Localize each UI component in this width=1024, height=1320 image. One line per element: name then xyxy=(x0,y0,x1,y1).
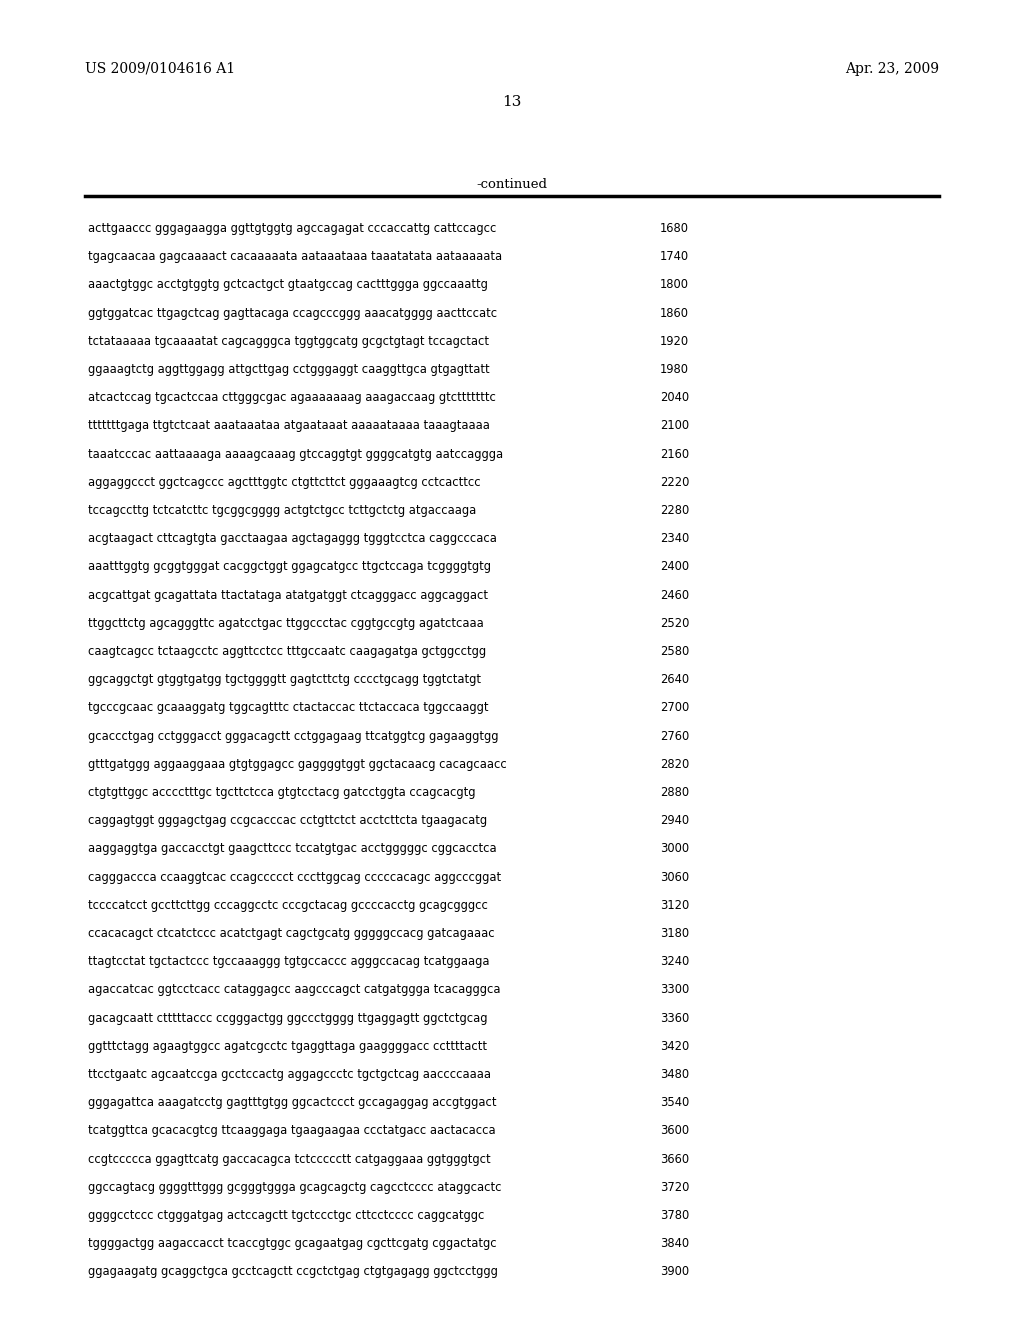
Text: aggaggccct ggctcagccc agctttggtc ctgttcttct gggaaagtcg cctcacttcc: aggaggccct ggctcagccc agctttggtc ctgttct… xyxy=(88,475,480,488)
Text: gggagattca aaagatcctg gagtttgtgg ggcactccct gccagaggag accgtggact: gggagattca aaagatcctg gagtttgtgg ggcactc… xyxy=(88,1096,497,1109)
Text: 3480: 3480 xyxy=(660,1068,689,1081)
Text: 3120: 3120 xyxy=(660,899,689,912)
Text: ttagtcctat tgctactccc tgccaaaggg tgtgccaccc agggccacag tcatggaaga: ttagtcctat tgctactccc tgccaaaggg tgtgcca… xyxy=(88,956,489,968)
Text: 1740: 1740 xyxy=(660,251,689,263)
Text: ccacacagct ctcatctccc acatctgagt cagctgcatg gggggccacg gatcagaaac: ccacacagct ctcatctccc acatctgagt cagctgc… xyxy=(88,927,495,940)
Text: 2700: 2700 xyxy=(660,701,689,714)
Text: 2040: 2040 xyxy=(660,391,689,404)
Text: 3180: 3180 xyxy=(660,927,689,940)
Text: 1800: 1800 xyxy=(660,279,689,292)
Text: tctataaaaa tgcaaaatat cagcagggca tggtggcatg gcgctgtagt tccagctact: tctataaaaa tgcaaaatat cagcagggca tggtggc… xyxy=(88,335,489,347)
Text: 2640: 2640 xyxy=(660,673,689,686)
Text: ggtggatcac ttgagctcag gagttacaga ccagcccggg aaacatgggg aacttccatc: ggtggatcac ttgagctcag gagttacaga ccagccc… xyxy=(88,306,497,319)
Text: caggagtggt gggagctgag ccgcacccac cctgttctct acctcttcta tgaagacatg: caggagtggt gggagctgag ccgcacccac cctgttc… xyxy=(88,814,487,828)
Text: 2220: 2220 xyxy=(660,475,689,488)
Text: gcaccctgag cctgggacct gggacagctt cctggagaag ttcatggtcg gagaaggtgg: gcaccctgag cctgggacct gggacagctt cctggag… xyxy=(88,730,499,743)
Text: tccagccttg tctcatcttc tgcggcgggg actgtctgcc tcttgctctg atgaccaaga: tccagccttg tctcatcttc tgcggcgggg actgtct… xyxy=(88,504,476,517)
Text: 2880: 2880 xyxy=(660,785,689,799)
Text: 2520: 2520 xyxy=(660,616,689,630)
Text: tccccatcct gccttcttgg cccaggcctc cccgctacag gccccacctg gcagcgggcc: tccccatcct gccttcttgg cccaggcctc cccgcta… xyxy=(88,899,487,912)
Text: ctgtgttggc acccctttgc tgcttctcca gtgtcctacg gatcctggta ccagcacgtg: ctgtgttggc acccctttgc tgcttctcca gtgtcct… xyxy=(88,785,475,799)
Text: ccgtccccca ggagttcatg gaccacagca tctccccctt catgaggaaa ggtgggtgct: ccgtccccca ggagttcatg gaccacagca tctcccc… xyxy=(88,1152,490,1166)
Text: taaatcccac aattaaaaga aaaagcaaag gtccaggtgt ggggcatgtg aatccaggga: taaatcccac aattaaaaga aaaagcaaag gtccagg… xyxy=(88,447,503,461)
Text: acgtaagact cttcagtgta gacctaagaa agctagaggg tgggtcctca caggcccaca: acgtaagact cttcagtgta gacctaagaa agctaga… xyxy=(88,532,497,545)
Text: 1860: 1860 xyxy=(660,306,689,319)
Text: 3720: 3720 xyxy=(660,1181,689,1193)
Text: 2400: 2400 xyxy=(660,561,689,573)
Text: 2820: 2820 xyxy=(660,758,689,771)
Text: cagggaccca ccaaggtcac ccagccccct cccttggcag cccccacagc aggcccggat: cagggaccca ccaaggtcac ccagccccct cccttgg… xyxy=(88,871,501,883)
Text: gtttgatggg aggaaggaaa gtgtggagcc gaggggtggt ggctacaacg cacagcaacc: gtttgatggg aggaaggaaa gtgtggagcc gaggggt… xyxy=(88,758,507,771)
Text: 3300: 3300 xyxy=(660,983,689,997)
Text: 3600: 3600 xyxy=(660,1125,689,1138)
Text: 3540: 3540 xyxy=(660,1096,689,1109)
Text: tgagcaacaa gagcaaaact cacaaaaata aataaataaa taaatatata aataaaaata: tgagcaacaa gagcaaaact cacaaaaata aataaat… xyxy=(88,251,502,263)
Text: 3840: 3840 xyxy=(660,1237,689,1250)
Text: caagtcagcc tctaagcctc aggttcctcc tttgccaatc caagagatga gctggcctgg: caagtcagcc tctaagcctc aggttcctcc tttgcca… xyxy=(88,645,486,657)
Text: 2580: 2580 xyxy=(660,645,689,657)
Text: ggagaagatg gcaggctgca gcctcagctt ccgctctgag ctgtgagagg ggctcctggg: ggagaagatg gcaggctgca gcctcagctt ccgctct… xyxy=(88,1266,498,1278)
Text: ttggcttctg agcagggttc agatcctgac ttggccctac cggtgccgtg agatctcaaa: ttggcttctg agcagggttc agatcctgac ttggccc… xyxy=(88,616,483,630)
Text: ggccagtacg ggggtttggg gcgggtggga gcagcagctg cagcctcccc ataggcactc: ggccagtacg ggggtttggg gcgggtggga gcagcag… xyxy=(88,1181,502,1193)
Text: tggggactgg aagaccacct tcaccgtggc gcagaatgag cgcttcgatg cggactatgc: tggggactgg aagaccacct tcaccgtggc gcagaat… xyxy=(88,1237,497,1250)
Text: 2100: 2100 xyxy=(660,420,689,433)
Text: 3900: 3900 xyxy=(660,1266,689,1278)
Text: 1980: 1980 xyxy=(660,363,689,376)
Text: tcatggttca gcacacgtcg ttcaaggaga tgaagaagaa ccctatgacc aactacacca: tcatggttca gcacacgtcg ttcaaggaga tgaagaa… xyxy=(88,1125,496,1138)
Text: tgcccgcaac gcaaaggatg tggcagtttc ctactaccac ttctaccaca tggccaaggt: tgcccgcaac gcaaaggatg tggcagtttc ctactac… xyxy=(88,701,488,714)
Text: aaatttggtg gcggtgggat cacggctggt ggagcatgcc ttgctccaga tcggggtgtg: aaatttggtg gcggtgggat cacggctggt ggagcat… xyxy=(88,561,490,573)
Text: 2340: 2340 xyxy=(660,532,689,545)
Text: atcactccag tgcactccaa cttgggcgac agaaaaaaag aaagaccaag gtctttttttc: atcactccag tgcactccaa cttgggcgac agaaaaa… xyxy=(88,391,496,404)
Text: tttttttgaga ttgtctcaat aaataaataa atgaataaat aaaaataaaa taaagtaaaa: tttttttgaga ttgtctcaat aaataaataa atgaat… xyxy=(88,420,489,433)
Text: 3240: 3240 xyxy=(660,956,689,968)
Text: ttcctgaatc agcaatccga gcctccactg aggagccctc tgctgctcag aaccccaaaa: ttcctgaatc agcaatccga gcctccactg aggagcc… xyxy=(88,1068,490,1081)
Text: 2460: 2460 xyxy=(660,589,689,602)
Text: 1920: 1920 xyxy=(660,335,689,347)
Text: 2760: 2760 xyxy=(660,730,689,743)
Text: acttgaaccc gggagaagga ggttgtggtg agccagagat cccaccattg cattccagcc: acttgaaccc gggagaagga ggttgtggtg agccaga… xyxy=(88,222,497,235)
Text: ggtttctagg agaagtggcc agatcgcctc tgaggttaga gaaggggacc ccttttactt: ggtttctagg agaagtggcc agatcgcctc tgaggtt… xyxy=(88,1040,487,1053)
Text: agaccatcac ggtcctcacc cataggagcc aagcccagct catgatggga tcacagggca: agaccatcac ggtcctcacc cataggagcc aagccca… xyxy=(88,983,501,997)
Text: Apr. 23, 2009: Apr. 23, 2009 xyxy=(845,62,939,77)
Text: 3420: 3420 xyxy=(660,1040,689,1053)
Text: ggcaggctgt gtggtgatgg tgctggggtt gagtcttctg cccctgcagg tggtctatgt: ggcaggctgt gtggtgatgg tgctggggtt gagtctt… xyxy=(88,673,481,686)
Text: ggaaagtctg aggttggagg attgcttgag cctgggaggt caaggttgca gtgagttatt: ggaaagtctg aggttggagg attgcttgag cctggga… xyxy=(88,363,489,376)
Text: 3060: 3060 xyxy=(660,871,689,883)
Text: 3660: 3660 xyxy=(660,1152,689,1166)
Text: aaactgtggc acctgtggtg gctcactgct gtaatgccag cactttggga ggccaaattg: aaactgtggc acctgtggtg gctcactgct gtaatgc… xyxy=(88,279,487,292)
Text: 2940: 2940 xyxy=(660,814,689,828)
Text: 13: 13 xyxy=(503,95,521,110)
Text: 3780: 3780 xyxy=(660,1209,689,1222)
Text: 1680: 1680 xyxy=(660,222,689,235)
Text: gacagcaatt ctttttaccc ccgggactgg ggccctgggg ttgaggagtt ggctctgcag: gacagcaatt ctttttaccc ccgggactgg ggccctg… xyxy=(88,1011,487,1024)
Text: 3000: 3000 xyxy=(660,842,689,855)
Text: ggggcctccc ctgggatgag actccagctt tgctccctgc cttcctcccc caggcatggc: ggggcctccc ctgggatgag actccagctt tgctccc… xyxy=(88,1209,484,1222)
Text: -continued: -continued xyxy=(476,178,548,191)
Text: 2160: 2160 xyxy=(660,447,689,461)
Text: aaggaggtga gaccacctgt gaagcttccc tccatgtgac acctgggggc cggcacctca: aaggaggtga gaccacctgt gaagcttccc tccatgt… xyxy=(88,842,497,855)
Text: 2280: 2280 xyxy=(660,504,689,517)
Text: acgcattgat gcagattata ttactataga atatgatggt ctcagggacc aggcaggact: acgcattgat gcagattata ttactataga atatgat… xyxy=(88,589,488,602)
Text: 3360: 3360 xyxy=(660,1011,689,1024)
Text: US 2009/0104616 A1: US 2009/0104616 A1 xyxy=(85,62,236,77)
